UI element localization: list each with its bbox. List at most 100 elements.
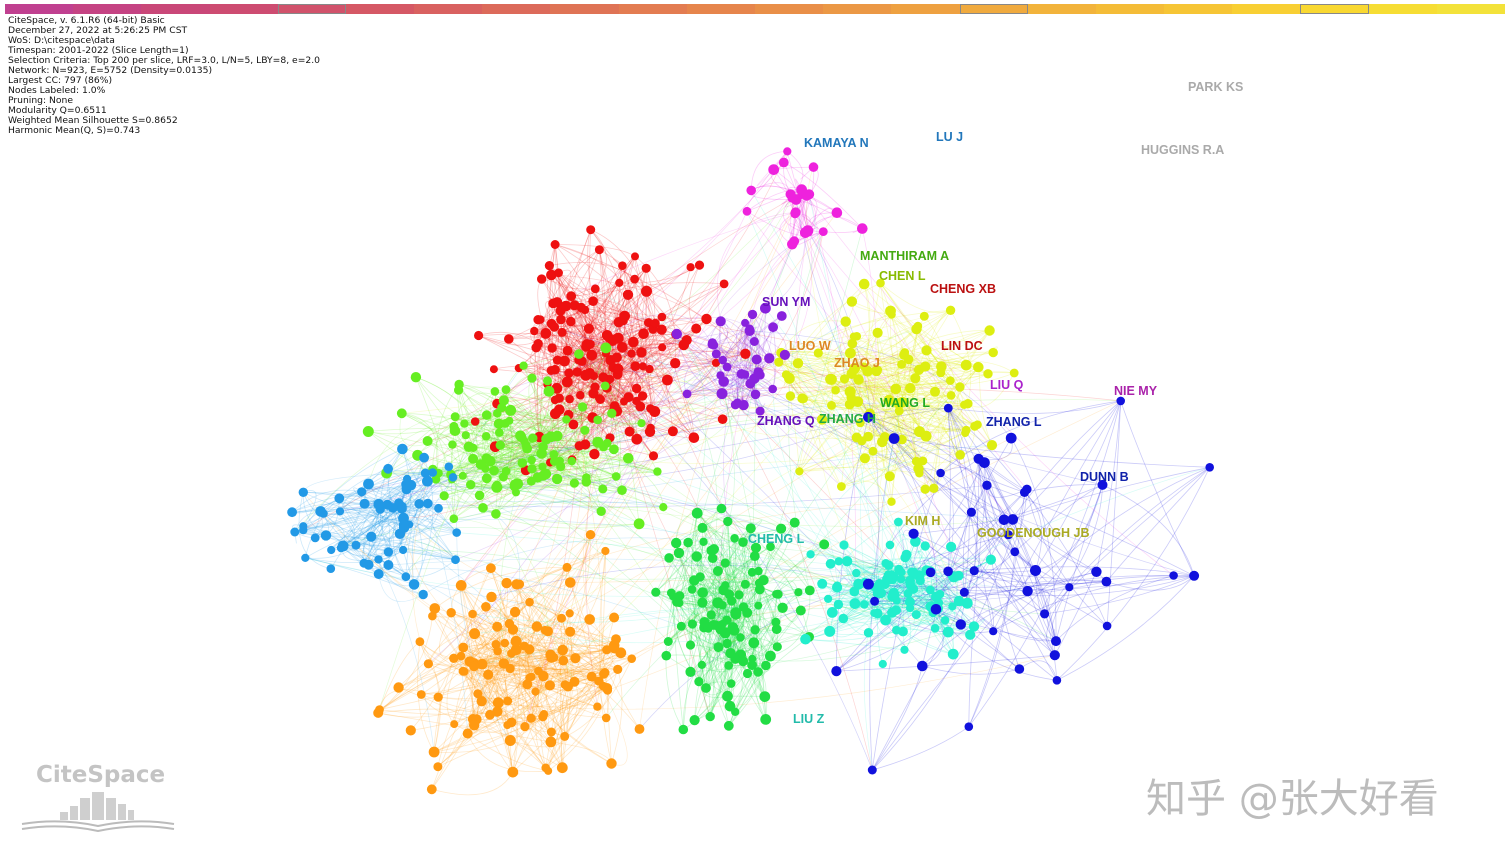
network-node[interactable] — [593, 702, 602, 711]
network-node[interactable] — [662, 374, 673, 386]
network-node[interactable] — [768, 322, 778, 333]
network-node[interactable] — [1003, 530, 1013, 540]
network-node[interactable] — [609, 644, 620, 654]
network-node[interactable] — [742, 668, 753, 679]
network-node[interactable] — [550, 240, 560, 249]
network-node[interactable] — [287, 507, 297, 518]
network-node[interactable] — [426, 784, 437, 795]
network-node[interactable] — [882, 573, 893, 585]
network-node[interactable] — [723, 516, 733, 527]
network-node[interactable] — [755, 406, 765, 416]
network-node[interactable] — [955, 450, 965, 460]
network-node[interactable] — [601, 713, 611, 723]
network-node[interactable] — [966, 507, 977, 517]
time-slice[interactable] — [550, 4, 620, 14]
network-node[interactable] — [627, 349, 636, 358]
network-node[interactable] — [504, 334, 514, 344]
network-node[interactable] — [600, 381, 610, 391]
network-node[interactable] — [505, 416, 514, 425]
network-node[interactable] — [870, 609, 879, 618]
network-node[interactable] — [551, 297, 563, 308]
network-node[interactable] — [485, 709, 495, 720]
node-label[interactable]: WANG L — [880, 396, 930, 410]
network-node[interactable] — [475, 459, 487, 470]
network-node[interactable] — [422, 475, 433, 487]
network-node[interactable] — [760, 302, 771, 314]
network-node[interactable] — [576, 390, 585, 400]
network-node[interactable] — [418, 589, 428, 600]
network-node[interactable] — [754, 578, 764, 588]
network-node[interactable] — [635, 401, 646, 412]
network-node[interactable] — [569, 478, 580, 488]
network-node[interactable] — [527, 464, 537, 474]
network-node[interactable] — [648, 451, 659, 461]
network-node[interactable] — [450, 720, 459, 729]
network-node[interactable] — [896, 396, 908, 408]
network-node[interactable] — [973, 361, 984, 373]
network-node[interactable] — [876, 278, 885, 288]
network-node[interactable] — [602, 645, 612, 655]
network-node[interactable] — [520, 722, 530, 732]
network-node[interactable] — [683, 537, 693, 548]
network-node[interactable] — [730, 607, 742, 619]
network-node[interactable] — [832, 582, 843, 593]
network-node[interactable] — [659, 503, 668, 512]
network-node[interactable] — [806, 550, 815, 559]
network-node[interactable] — [473, 689, 483, 699]
network-node[interactable] — [920, 484, 930, 494]
network-node[interactable] — [943, 566, 953, 577]
network-node[interactable] — [738, 602, 749, 612]
network-node[interactable] — [745, 324, 754, 334]
network-node[interactable] — [627, 654, 636, 663]
network-node[interactable] — [746, 185, 756, 196]
network-node[interactable] — [839, 374, 850, 384]
network-node[interactable] — [449, 425, 461, 437]
network-node[interactable] — [327, 545, 336, 555]
network-node[interactable] — [546, 269, 557, 281]
network-node[interactable] — [930, 624, 940, 633]
network-node[interactable] — [414, 499, 425, 509]
time-slice[interactable] — [1095, 4, 1165, 14]
network-node[interactable] — [509, 479, 521, 491]
network-node[interactable] — [1005, 432, 1017, 444]
network-node[interactable] — [624, 426, 635, 437]
network-node[interactable] — [609, 612, 620, 623]
network-node[interactable] — [549, 456, 559, 466]
network-node[interactable] — [964, 722, 974, 731]
network-node[interactable] — [747, 660, 757, 671]
network-node[interactable] — [434, 503, 443, 513]
node-label[interactable]: KAMAYA N — [804, 136, 869, 150]
network-node[interactable] — [845, 347, 856, 359]
network-node[interactable] — [452, 528, 462, 537]
network-node[interactable] — [678, 339, 690, 351]
network-node[interactable] — [896, 575, 906, 584]
network-node[interactable] — [491, 481, 503, 493]
network-node[interactable] — [408, 579, 420, 590]
network-node[interactable] — [910, 536, 921, 547]
network-node[interactable] — [930, 386, 940, 397]
network-node[interactable] — [930, 604, 942, 615]
network-node[interactable] — [1009, 368, 1019, 378]
network-node[interactable] — [1010, 547, 1020, 557]
network-node[interactable] — [618, 261, 627, 271]
network-node[interactable] — [505, 404, 517, 416]
network-node[interactable] — [961, 425, 971, 435]
network-node[interactable] — [486, 563, 496, 574]
network-node[interactable] — [557, 644, 568, 656]
network-node[interactable] — [335, 507, 345, 516]
network-node[interactable] — [428, 746, 440, 758]
network-node[interactable] — [401, 572, 411, 582]
network-node[interactable] — [900, 553, 910, 563]
network-node[interactable] — [784, 373, 795, 384]
network-node[interactable] — [777, 602, 788, 613]
network-node[interactable] — [611, 634, 621, 644]
network-node[interactable] — [415, 637, 425, 647]
network-node[interactable] — [351, 540, 361, 550]
network-node[interactable] — [507, 766, 519, 778]
network-node[interactable] — [428, 611, 437, 621]
network-node[interactable] — [840, 316, 851, 327]
network-node[interactable] — [590, 382, 600, 392]
network-node[interactable] — [1040, 609, 1050, 619]
node-label[interactable]: CHENG L — [748, 532, 805, 546]
network-node[interactable] — [877, 436, 888, 448]
